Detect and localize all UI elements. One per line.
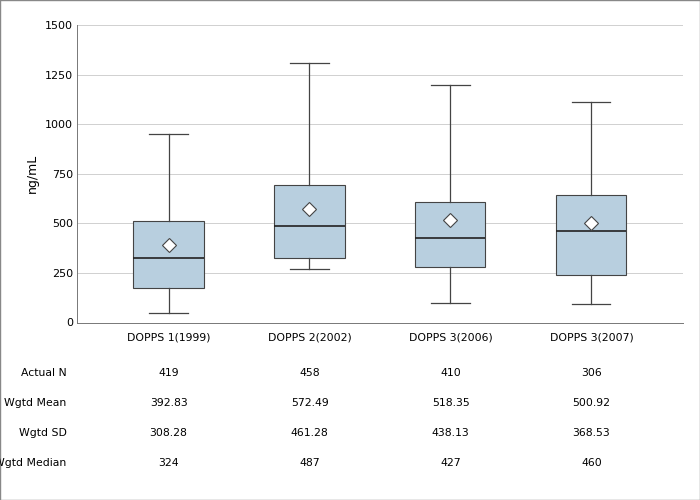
Text: DOPPS 3(2007): DOPPS 3(2007) (550, 332, 634, 342)
Text: 460: 460 (581, 458, 602, 468)
Text: 410: 410 (440, 368, 461, 378)
Bar (415, 202, 485, 267)
Text: 392.83: 392.83 (150, 398, 188, 407)
Bar (274, 184, 344, 258)
Bar (133, 222, 204, 288)
Text: 308.28: 308.28 (150, 428, 188, 438)
Text: 306: 306 (581, 368, 602, 378)
Y-axis label: ng/mL: ng/mL (26, 154, 39, 194)
Text: 368.53: 368.53 (573, 428, 610, 438)
Text: DOPPS 1(1999): DOPPS 1(1999) (127, 332, 211, 342)
Text: Actual N: Actual N (21, 368, 66, 378)
Text: 487: 487 (300, 458, 320, 468)
Text: DOPPS 2(2002): DOPPS 2(2002) (267, 332, 351, 342)
Text: 461.28: 461.28 (290, 428, 328, 438)
Text: 518.35: 518.35 (432, 398, 470, 407)
Text: 419: 419 (158, 368, 179, 378)
Text: Wgtd SD: Wgtd SD (19, 428, 66, 438)
Text: 324: 324 (158, 458, 179, 468)
Text: Wgtd Median: Wgtd Median (0, 458, 66, 468)
Text: 427: 427 (440, 458, 461, 468)
Bar (556, 194, 626, 275)
Text: 572.49: 572.49 (290, 398, 328, 407)
Text: DOPPS 3(2006): DOPPS 3(2006) (409, 332, 493, 342)
Text: 438.13: 438.13 (432, 428, 470, 438)
Text: 458: 458 (300, 368, 320, 378)
Text: 500.92: 500.92 (573, 398, 610, 407)
Text: Wgtd Mean: Wgtd Mean (4, 398, 66, 407)
